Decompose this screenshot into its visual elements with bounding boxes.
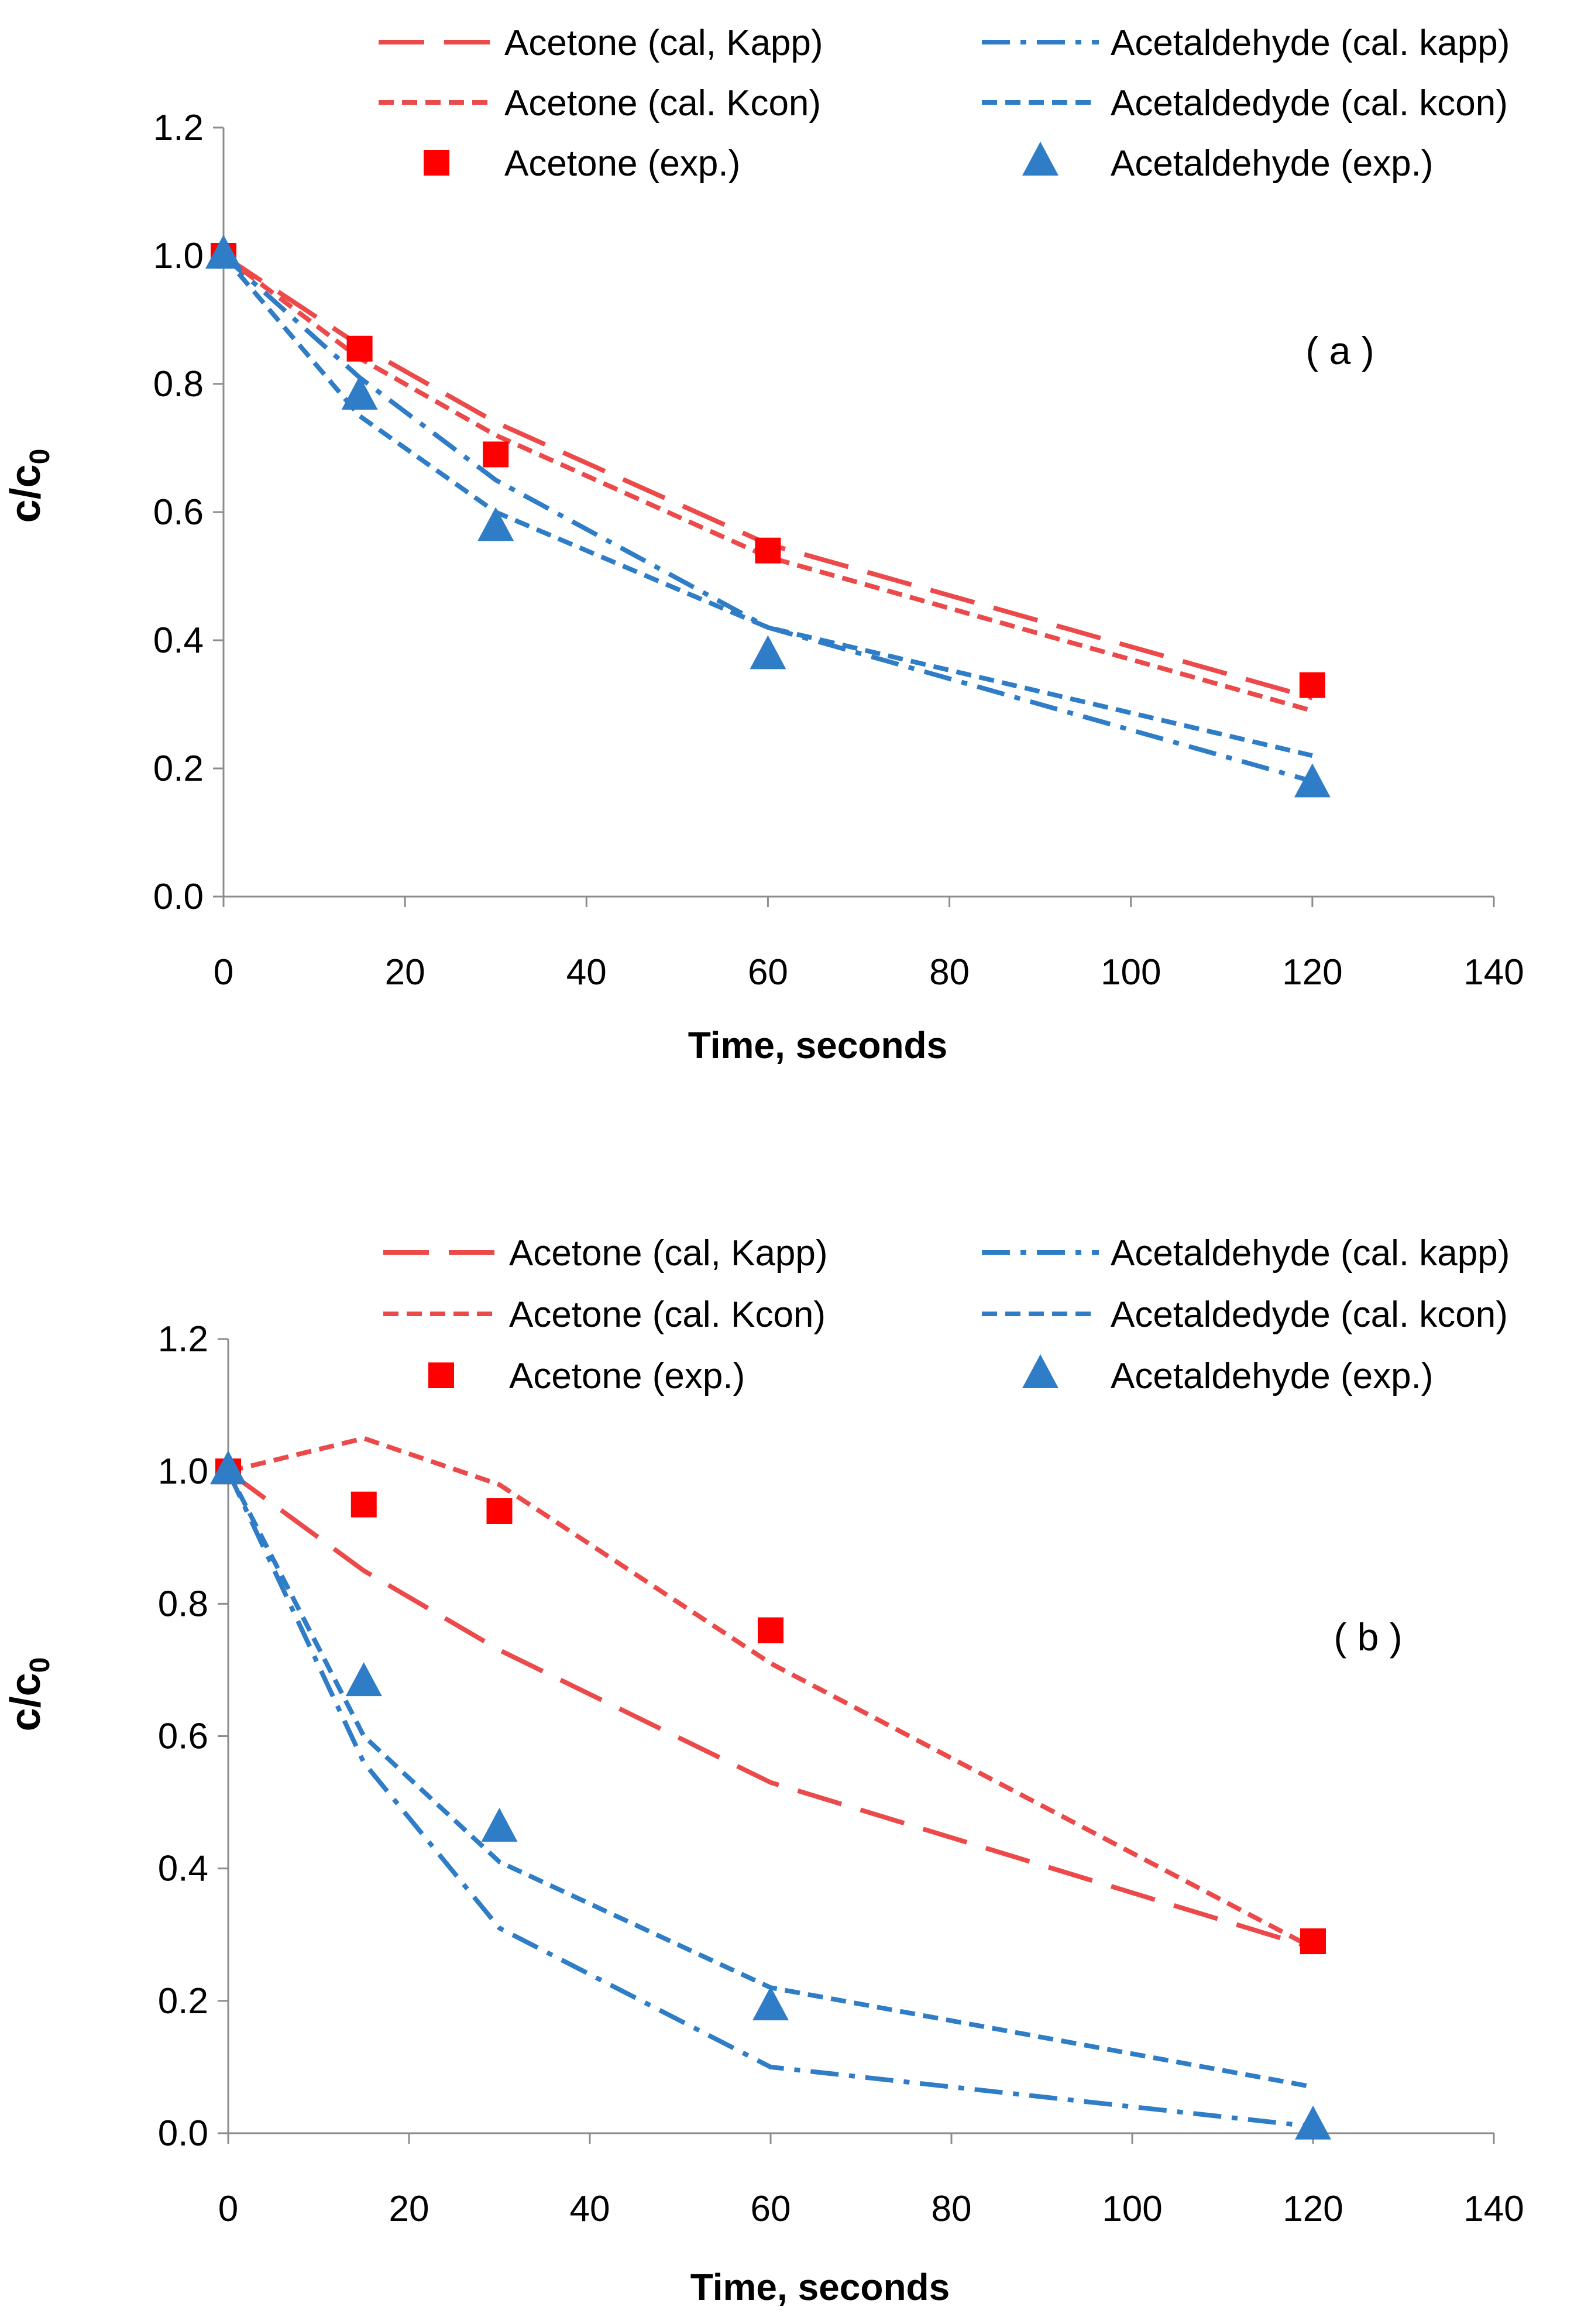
series-acetaldedyde-cal-kcon: [226, 1470, 1314, 2089]
data-point-square: [1299, 672, 1325, 698]
x-tick-label: 20: [389, 2189, 429, 2229]
x-axis-title: Time, seconds: [688, 1024, 947, 1066]
y-tick-label: 0.4: [158, 1849, 208, 1889]
x-tick-label: 0: [214, 952, 233, 993]
y-axis-title: c/c0: [2, 449, 56, 523]
series-line: [226, 1469, 1314, 1951]
data-point-triangle: [205, 235, 242, 269]
legend-label: Acetone (exp.): [509, 1356, 745, 1396]
x-tick-label: 120: [1283, 2189, 1343, 2229]
x-tick-label: 140: [1463, 2189, 1524, 2229]
y-axis-title-group: c/c0: [2, 1657, 56, 1732]
y-tick-label: 1.0: [158, 1451, 208, 1492]
series-acetone-cal-kapp: [226, 1469, 1314, 1951]
series-acetaldehyde-cal-kapp: [222, 254, 1313, 784]
data-point-triangle: [477, 507, 514, 541]
legend-square-icon: [428, 1362, 454, 1388]
x-tick-label: 60: [748, 952, 788, 993]
y-axis-title-group: c/c0: [2, 449, 56, 523]
panel-label: ( a ): [1305, 329, 1374, 372]
series-acetone-cal-kcon: [228, 1436, 1314, 1950]
data-point-triangle: [345, 1662, 382, 1697]
data-point-square: [486, 1498, 513, 1525]
y-axis-title-subscript: 0: [25, 1657, 56, 1673]
series-line: [222, 253, 1313, 701]
x-tick-label: 80: [929, 952, 970, 993]
series-line: [226, 1470, 1314, 2089]
legend-label: Acetone (exp.): [504, 143, 740, 184]
legend-label: Acetone (cal. Kcon): [509, 1295, 826, 1335]
data-point-square: [483, 441, 509, 468]
data-point-triangle: [341, 375, 378, 410]
data-point-triangle: [1294, 763, 1331, 798]
series-acetaldehyde-exp: [210, 1450, 1331, 2140]
y-tick-label: 0.0: [153, 877, 204, 917]
series-line: [228, 1436, 1314, 1950]
series-acetone-cal-kapp: [222, 253, 1313, 701]
series-line: [226, 1470, 1314, 2129]
series-acetaldehyde-cal-kapp: [226, 1470, 1314, 2129]
y-tick-label: 0.6: [153, 492, 204, 533]
legend-label: Acetone (cal, Kapp): [509, 1233, 828, 1273]
x-tick-label: 40: [570, 2189, 610, 2229]
legend-square-icon: [424, 150, 449, 176]
legend: Acetone (cal, Kapp) Acetaldehyde (cal. ka…: [383, 1233, 1510, 1396]
legend-label: Acetaldehyde (exp.): [1111, 1356, 1433, 1396]
y-tick-label: 0.8: [153, 364, 204, 404]
x-tick-label: 80: [932, 2189, 972, 2229]
legend-label: Acetone (cal. Kcon): [504, 83, 821, 123]
data-point-square: [758, 1617, 783, 1643]
series-line: [221, 254, 1313, 758]
legend-label: Acetaldehyde (cal. kapp): [1111, 1233, 1510, 1273]
data-point-square: [350, 1491, 377, 1518]
y-tick-label: 0.4: [153, 620, 204, 661]
x-tick-label: 60: [751, 2189, 791, 2229]
x-tick-label: 100: [1101, 952, 1161, 993]
y-tick-label: 1.2: [158, 1319, 208, 1360]
panel-a: 0.0 0.2 0.4 0.6 0.8 1.0 1.2 0 20 40 60 80 100 120 140 T…: [2, 23, 1524, 1066]
x-tick-label: 120: [1282, 952, 1342, 993]
y-tick-label: 0.2: [158, 1981, 208, 2021]
data-point-triangle: [481, 1807, 518, 1842]
data-point-triangle: [750, 635, 786, 670]
series-acetone-exp: [215, 1458, 1326, 1955]
y-axis-title-subscript: 0: [25, 449, 56, 465]
legend-triangle-icon: [1022, 1354, 1059, 1389]
legend-label: Acetaldedyde (cal. kcon): [1111, 1295, 1508, 1335]
x-tick-label: 0: [218, 2189, 238, 2229]
y-axis-title: c/c0: [2, 1657, 56, 1732]
panel-label: ( b ): [1334, 1615, 1402, 1659]
data-point-triangle: [752, 1986, 789, 2021]
legend-label: Acetaldedyde (cal. kcon): [1111, 83, 1508, 123]
legend-label: Acetone (cal, Kapp): [504, 23, 823, 63]
legend-triangle-icon: [1022, 142, 1059, 176]
legend-label: Acetaldehyde (cal. kapp): [1111, 23, 1510, 63]
y-tick-label: 0.0: [158, 2113, 208, 2154]
x-tick-label: 140: [1463, 952, 1524, 993]
x-tick-label: 40: [566, 952, 607, 993]
legend-label: Acetaldehyde (exp.): [1111, 143, 1433, 184]
data-point-triangle: [210, 1450, 246, 1485]
y-tick-label: 1.0: [153, 236, 204, 276]
x-axis-title: Time, seconds: [690, 2266, 950, 2308]
legend: Acetone (cal, Kapp) Acetaldehyde (cal. ka…: [379, 23, 1510, 184]
y-tick-label: 0.6: [158, 1717, 208, 1757]
data-point-square: [1300, 1928, 1326, 1955]
series-acetaldehyde-exp: [205, 235, 1331, 798]
data-point-square: [346, 335, 373, 362]
panel-b: 0.0 0.2 0.4 0.6 0.8 1.0 1.2 0 20 40 60 80 100 120 140 T…: [2, 1233, 1524, 2308]
series-acetaldedyde-cal-kcon: [221, 254, 1313, 758]
x-tick-label: 100: [1102, 2189, 1162, 2229]
y-tick-label: 1.2: [153, 108, 204, 148]
data-point-square: [755, 537, 781, 564]
x-tick-label: 20: [385, 952, 425, 993]
y-tick-label: 0.2: [153, 749, 204, 789]
y-tick-label: 0.8: [158, 1584, 208, 1624]
series-line: [222, 254, 1313, 784]
data-point-triangle: [1295, 2105, 1331, 2140]
